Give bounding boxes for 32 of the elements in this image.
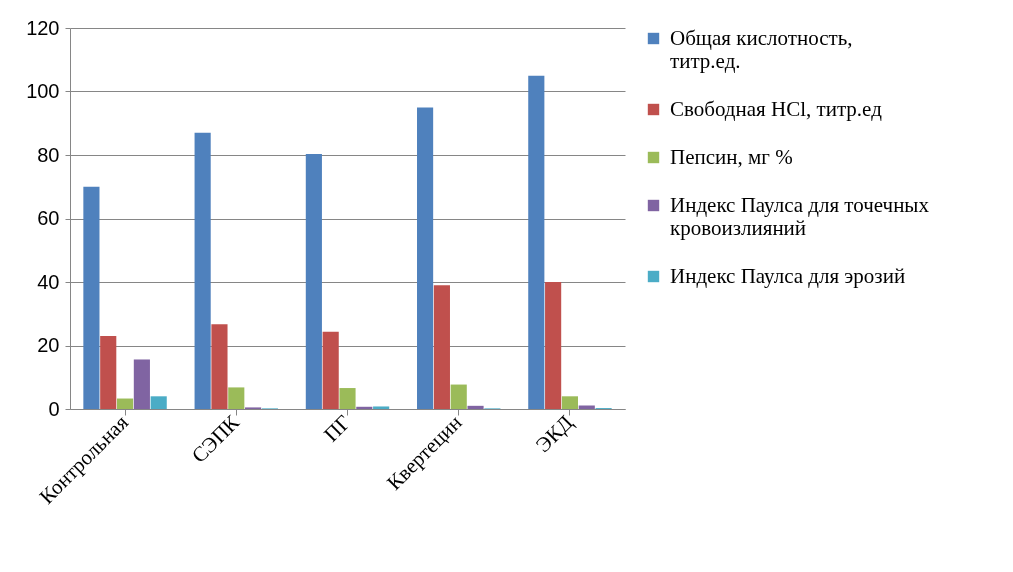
y-tick-label: 60 bbox=[37, 207, 60, 229]
legend-label: Общая кислотность, титр.ед. bbox=[670, 25, 853, 73]
bar bbox=[433, 285, 450, 409]
bar bbox=[100, 335, 117, 409]
bar bbox=[339, 388, 356, 409]
bar bbox=[211, 324, 228, 409]
bar bbox=[467, 405, 484, 409]
y-tick-label: 100 bbox=[26, 80, 60, 102]
bar bbox=[116, 398, 134, 409]
y-tick-label: 40 bbox=[37, 270, 60, 293]
bar bbox=[133, 359, 150, 409]
x-tick-label: ПГ bbox=[318, 410, 356, 447]
bar bbox=[417, 107, 434, 409]
legend-label: Свободная HCl, титр.ед bbox=[670, 96, 883, 121]
legend-label: Индекс Паулса для эрозий bbox=[670, 263, 906, 288]
legend-label: Пепсин, мг % bbox=[670, 144, 793, 169]
bar bbox=[150, 396, 167, 409]
y-tick-label: 80 bbox=[37, 143, 60, 166]
bar bbox=[83, 186, 100, 409]
bar bbox=[228, 387, 245, 409]
legend-label: Индекс Паулса для точечных кровоизлияний bbox=[670, 192, 930, 240]
bar bbox=[450, 384, 467, 409]
y-tick-label: 0 bbox=[48, 397, 60, 420]
bar bbox=[194, 132, 211, 409]
bar bbox=[305, 154, 322, 409]
bar bbox=[545, 282, 562, 409]
y-tick-label: 120 bbox=[26, 16, 60, 39]
bar bbox=[528, 75, 545, 409]
y-tick-label: 20 bbox=[37, 334, 60, 356]
bar bbox=[322, 331, 339, 409]
bar bbox=[561, 396, 579, 409]
bar bbox=[373, 406, 390, 409]
